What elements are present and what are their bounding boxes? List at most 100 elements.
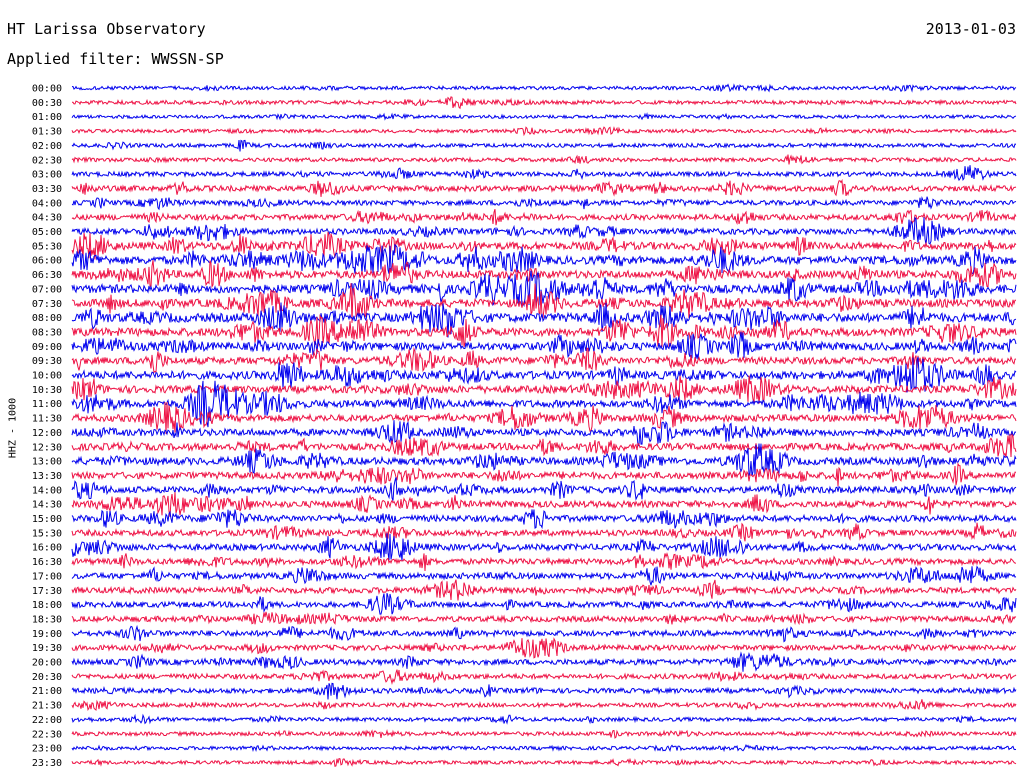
time-label: 01:00 — [32, 112, 62, 123]
time-label: 06:00 — [32, 256, 62, 267]
time-label: 13:00 — [32, 457, 62, 468]
trace-line — [71, 112, 1017, 121]
time-label: 10:30 — [32, 385, 62, 396]
trace-line — [71, 552, 1016, 572]
trace-line — [71, 637, 1017, 659]
trace-line — [71, 139, 1017, 152]
trace-line — [71, 196, 1017, 211]
trace-line — [71, 651, 1017, 672]
time-label: 14:30 — [32, 500, 62, 511]
time-label: 00:00 — [32, 84, 62, 95]
time-label: 11:30 — [32, 414, 62, 425]
time-label: 00:30 — [32, 98, 62, 109]
time-label: 05:30 — [32, 241, 62, 252]
trace-line — [71, 728, 1017, 739]
trace-line — [71, 682, 1017, 700]
trace-line — [71, 757, 1017, 767]
time-label: 04:30 — [32, 213, 62, 224]
time-label: 02:30 — [32, 155, 62, 166]
time-label: 12:00 — [32, 428, 62, 439]
trace-line — [71, 443, 1017, 477]
time-label: 04:00 — [32, 198, 62, 209]
trace-line — [71, 713, 1017, 725]
trace-line — [71, 165, 1017, 182]
seismic-traces — [71, 83, 1017, 767]
trace-line — [71, 331, 1017, 360]
filter-label: Applied filter: WWSSN-SP — [7, 50, 224, 68]
trace-line — [71, 432, 1017, 458]
trace-line — [71, 302, 1017, 338]
trace-line — [71, 477, 1017, 501]
trace-line — [71, 565, 1017, 586]
trace-line — [71, 420, 1017, 448]
trace-line — [71, 375, 1017, 404]
trace-line — [71, 401, 1017, 435]
trace-line — [71, 154, 1017, 165]
time-label: 10:00 — [32, 371, 62, 382]
trace-line — [72, 96, 1017, 110]
time-label: 09:00 — [32, 342, 62, 353]
time-label: 18:30 — [32, 614, 62, 625]
trace-line — [71, 314, 1017, 348]
time-label: 18:00 — [32, 600, 62, 611]
time-label: 16:30 — [32, 557, 62, 568]
time-label: 20:30 — [32, 672, 62, 683]
trace-line — [71, 283, 1016, 323]
time-label: 15:00 — [32, 514, 62, 525]
time-label: 06:30 — [32, 270, 62, 281]
trace-line — [71, 232, 1017, 260]
time-label: 03:30 — [32, 184, 62, 195]
time-label: 20:00 — [32, 658, 62, 669]
time-label: 16:00 — [32, 543, 62, 554]
time-label: 21:30 — [32, 701, 62, 712]
trace-line — [71, 522, 1017, 542]
time-labels: 00:00 00:30 01:00 01:30 02:00 02:30 03:00 03:30… — [32, 84, 62, 769]
time-label: 17:30 — [32, 586, 62, 597]
trace-line — [71, 462, 1017, 487]
date-label: 2013-01-03 — [925, 20, 1016, 38]
time-label: 09:30 — [32, 356, 62, 367]
time-label: 23:00 — [32, 744, 62, 755]
trace-line — [71, 592, 1017, 615]
trace-line — [71, 744, 1017, 753]
trace-line — [71, 509, 1017, 530]
time-label: 23:30 — [32, 758, 62, 769]
trace-line — [71, 699, 1017, 711]
trace-line — [71, 178, 1017, 197]
time-label: 22:30 — [32, 729, 62, 740]
trace-line — [71, 669, 1017, 685]
time-label: 13:30 — [32, 471, 62, 482]
time-label: 01:30 — [32, 127, 62, 138]
trace-line — [71, 208, 1017, 226]
trace-line — [71, 579, 1017, 601]
trace-line — [71, 533, 1017, 562]
time-label: 05:00 — [32, 227, 62, 238]
time-label: 19:00 — [32, 629, 62, 640]
trace-line — [71, 83, 1017, 93]
trace-line — [71, 611, 1017, 626]
time-label: 07:30 — [32, 299, 62, 310]
station-title: HT Larissa Observatory — [7, 20, 206, 38]
time-label: 22:00 — [32, 715, 62, 726]
time-label: 08:30 — [32, 327, 62, 338]
time-label: 15:30 — [32, 528, 62, 539]
trace-line — [71, 243, 1017, 275]
trace-line — [71, 260, 1017, 289]
time-label: 08:00 — [32, 313, 62, 324]
time-label: 07:00 — [32, 284, 62, 295]
time-label: 11:00 — [32, 399, 62, 410]
trace-line — [71, 216, 1017, 246]
trace-line — [71, 624, 1017, 643]
time-label: 12:30 — [32, 442, 62, 453]
trace-line — [71, 380, 1017, 428]
time-label: 17:00 — [32, 571, 62, 582]
time-label: 14:00 — [32, 485, 62, 496]
trace-line — [71, 126, 1017, 137]
trace-line — [71, 492, 1017, 517]
time-label: 03:00 — [32, 170, 62, 181]
trace-line — [71, 356, 1017, 393]
time-label: 21:00 — [32, 686, 62, 697]
trace-line — [71, 346, 1017, 374]
trace-line — [71, 270, 1017, 308]
